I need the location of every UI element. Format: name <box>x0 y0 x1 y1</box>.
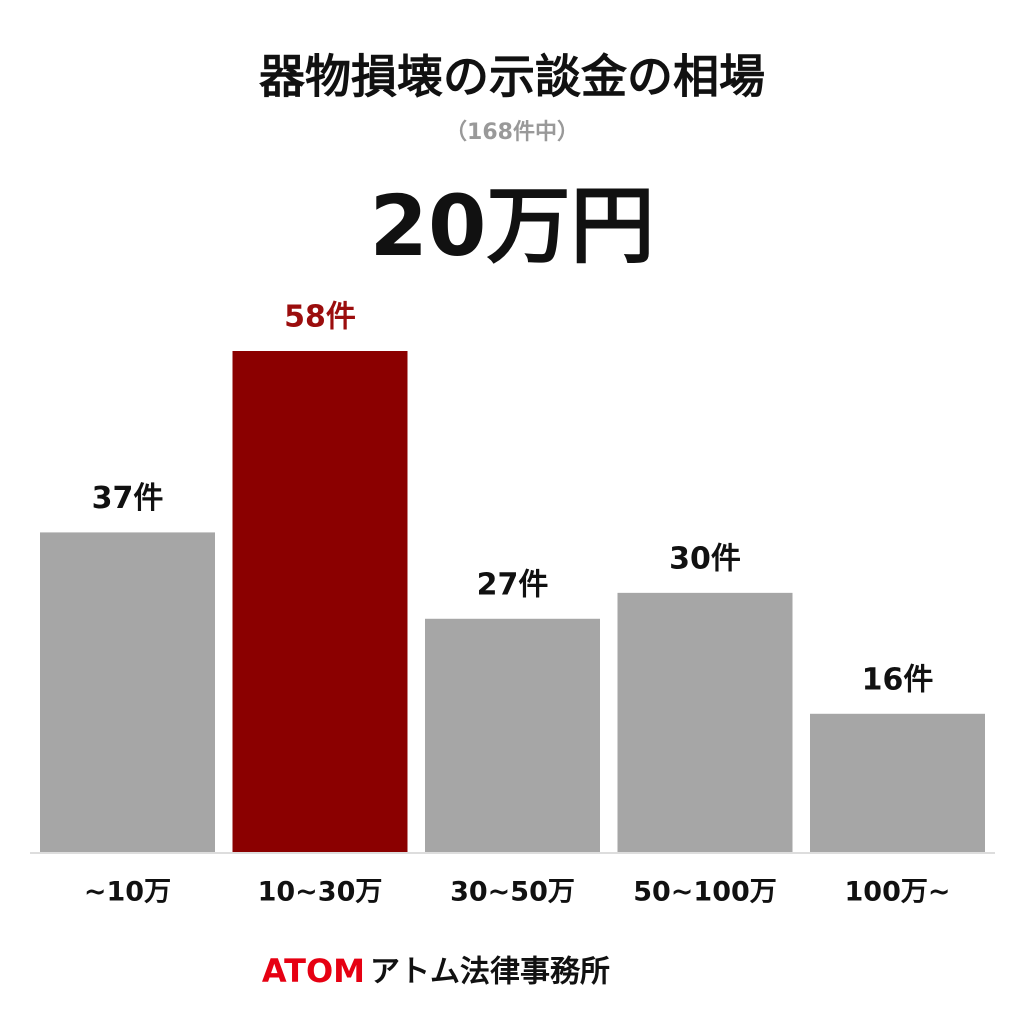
x-tick-label: 10~30万 <box>258 877 383 908</box>
data-label: 30件 <box>669 541 741 576</box>
chart-title: 器物損壊の示談金の相場 <box>259 50 765 104</box>
x-tick-label: 50~100万 <box>633 877 777 908</box>
x-tick-label: ~10万 <box>84 877 171 908</box>
data-label: 58件 <box>284 300 356 335</box>
x-tick-label: 100万~ <box>845 877 951 908</box>
bar <box>617 592 793 852</box>
data-label: 27件 <box>477 567 549 602</box>
annotation: 20万円 <box>370 177 655 275</box>
chart-subtitle: （168件中） <box>445 120 579 145</box>
footer-name: アトム法律事務所 <box>370 955 610 990</box>
data-label: 37件 <box>92 481 164 516</box>
data-label: 16件 <box>862 662 934 697</box>
footer-brand: ATOM <box>262 952 365 990</box>
bar <box>810 713 985 852</box>
x-tick-label: 30~50万 <box>450 877 575 908</box>
bar <box>425 618 600 852</box>
bar <box>232 351 408 852</box>
bar <box>40 532 215 852</box>
